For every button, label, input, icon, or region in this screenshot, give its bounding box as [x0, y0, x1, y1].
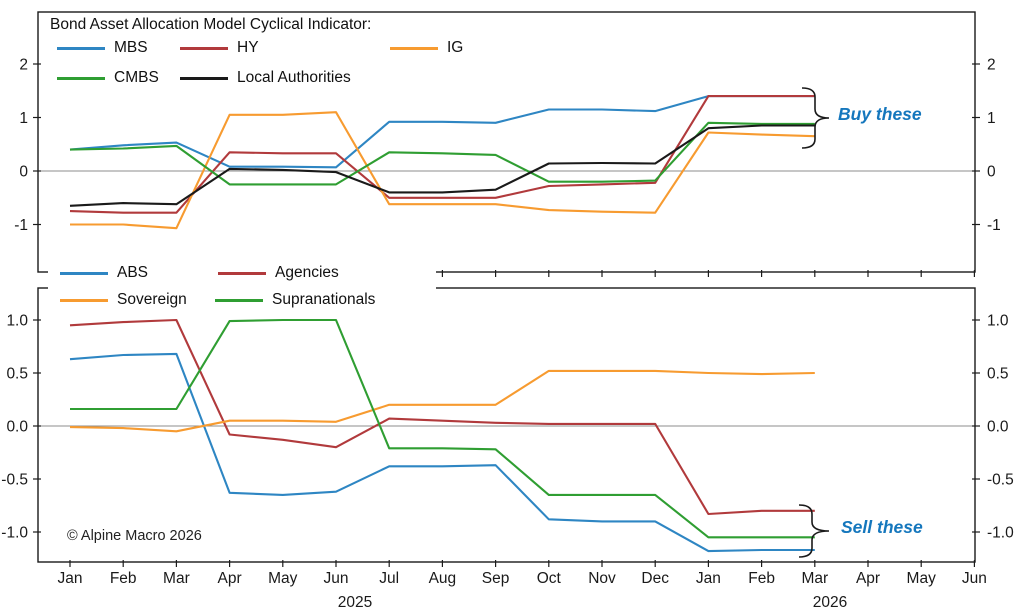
- legend-label-supranationals: Supranationals: [272, 291, 376, 308]
- y-tick-label-right: -1: [987, 217, 1001, 234]
- legend-item-mbs: MBS: [57, 39, 148, 57]
- x-tick-label: Aug: [429, 570, 457, 587]
- legend-item-local-authorities: Local Authorities: [180, 69, 351, 87]
- y-tick-label-right: 1.0: [987, 313, 1009, 330]
- legend-item-supranationals: Supranationals: [215, 291, 375, 309]
- y-tick-label-right: 0.0: [987, 419, 1009, 436]
- x-axis-labels: Jan Feb Mar Apr May Jun Jul Aug Sep Oct Nov Dec Jan F…: [58, 570, 987, 611]
- legend-swatch-ig: [390, 46, 438, 50]
- x-tick-label: May: [268, 570, 298, 587]
- y-tick-label-right: -1.0: [987, 525, 1014, 542]
- series-line-local-authorities: [69, 124, 815, 207]
- series-line-supranationals: [70, 318, 815, 539]
- legend-swatch-supranationals: [215, 298, 263, 302]
- x-tick-label: May: [907, 570, 937, 587]
- series-line-sovereign: [69, 369, 815, 433]
- copyright: © Alpine Macro 2026: [67, 528, 202, 544]
- legend-item-cmbs: CMBS: [57, 69, 159, 87]
- x-tick-label: Mar: [163, 570, 190, 587]
- y-tick-label-left: 2: [19, 57, 28, 74]
- y-tick-label-right: 2: [987, 57, 996, 74]
- x-tick-label: Feb: [110, 570, 137, 587]
- y-tick-label-left: -1.0: [1, 525, 28, 542]
- legend-item-abs: ABS: [60, 264, 148, 282]
- x-tick-label: Jul: [379, 570, 399, 587]
- legend-label-hy: HY: [237, 39, 259, 56]
- year-label: 2026: [813, 594, 847, 611]
- legend-bottom: ABS Agencies Sovereign Supranationals: [48, 261, 436, 315]
- series-line-ig: [70, 111, 815, 230]
- annotation-sell-label: Sell these: [841, 517, 923, 537]
- series-line-agencies: [69, 318, 815, 516]
- series-line-abs: [69, 352, 815, 553]
- chart-title: Bond Asset Allocation Model Cyclical Ind…: [50, 16, 372, 33]
- x-tick-label: Jun: [962, 570, 987, 587]
- y-tick-label-right: 0: [987, 164, 996, 181]
- legend-swatch-hy: [180, 46, 228, 50]
- y-tick-label-left: -1: [14, 217, 28, 234]
- x-tick-label: Oct: [537, 570, 562, 587]
- x-tick-label: Apr: [218, 570, 242, 587]
- x-tick-label: Jan: [58, 570, 83, 587]
- legend-item-sovereign: Sovereign: [60, 291, 187, 309]
- legend-label-cmbs: CMBS: [114, 69, 159, 86]
- panel-bottom: 1.0 1.0 0.5 0.5 0.0 0.0 -0.5 -0.5 -1.0 -1.0: [1, 287, 1014, 567]
- buy-brace: [801, 87, 830, 149]
- annotation-buy-label: Buy these: [838, 104, 922, 124]
- legend-label-sovereign: Sovereign: [117, 291, 187, 308]
- y-tick-label-left: -0.5: [1, 472, 28, 489]
- panel-frame: [37, 11, 976, 273]
- legend-swatch-abs: [60, 271, 108, 275]
- y-tick-label-left: 1.0: [6, 313, 28, 330]
- year-label: 2025: [338, 594, 372, 611]
- legend-swatch-mbs: [57, 46, 105, 50]
- x-tick-label: Nov: [588, 570, 616, 587]
- series-line-hy: [69, 95, 815, 214]
- legend-top: MBS HY IG CMBS Local Authorities: [48, 38, 608, 96]
- y-tick-label-left: 0.0: [6, 419, 28, 436]
- y-tick-label-left: 1: [19, 110, 28, 127]
- x-tick-label: Feb: [748, 570, 775, 587]
- legend-label-abs: ABS: [117, 264, 149, 281]
- y-tick-label-left: 0: [19, 164, 28, 181]
- y-tick-label-right: 0.5: [987, 366, 1009, 383]
- sell-brace: [798, 504, 830, 558]
- legend-label-mbs: MBS: [114, 39, 148, 56]
- legend-swatch-cmbs: [57, 76, 105, 80]
- legend-label-agencies: Agencies: [275, 264, 339, 281]
- panel-top: 2 2 1 1 0 0 -1 -1: [14, 11, 1001, 277]
- y-tick-label-left: 0.5: [6, 366, 28, 383]
- legend-swatch-sovereign: [60, 298, 108, 302]
- x-tick-label: Dec: [641, 570, 669, 587]
- legend-item-ig: IG: [390, 39, 463, 57]
- legend-label-local-authorities: Local Authorities: [237, 69, 351, 86]
- legend-swatch-agencies: [218, 271, 266, 275]
- panel-frame: [37, 287, 976, 563]
- x-tick-label: Jan: [696, 570, 721, 587]
- legend-item-agencies: Agencies: [218, 264, 339, 282]
- legend-swatch-local-authorities: [180, 76, 228, 80]
- y-tick-label-right: -0.5: [987, 472, 1014, 489]
- x-tick-label: Sep: [482, 570, 510, 587]
- y-tick-label-right: 1: [987, 110, 996, 127]
- x-tick-label: Mar: [801, 570, 828, 587]
- series-line-cmbs: [69, 121, 815, 186]
- series-line-mbs: [69, 95, 815, 169]
- legend-item-hy: HY: [180, 39, 259, 57]
- x-tick-label: Jun: [324, 570, 349, 587]
- legend-label-ig: IG: [447, 39, 464, 56]
- x-tick-label: Apr: [856, 570, 880, 587]
